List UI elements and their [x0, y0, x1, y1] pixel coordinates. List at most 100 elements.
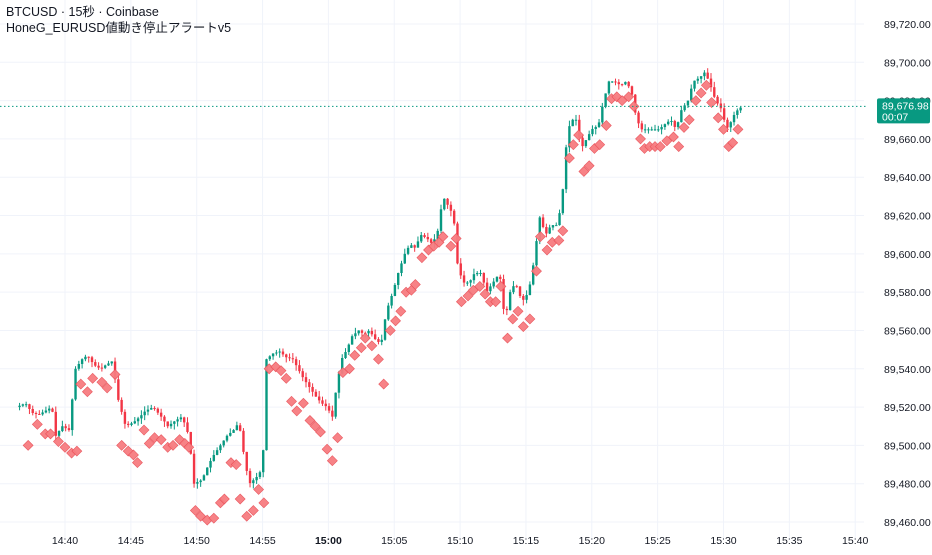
candle-body — [732, 114, 736, 123]
candle — [103, 364, 107, 370]
candle — [614, 78, 617, 86]
price-axis[interactable]: 89,720.0089,700.0089,680.0089,660.0089,6… — [884, 19, 931, 529]
candle-body — [311, 386, 314, 392]
alert-marker — [706, 97, 718, 108]
candle — [541, 214, 545, 229]
price-tick-label: 89,620.00 — [884, 211, 931, 223]
candle-body — [377, 339, 380, 342]
candle — [107, 360, 110, 366]
alert-marker — [578, 166, 590, 177]
candle — [143, 406, 146, 421]
candle-body — [423, 235, 426, 237]
price-tick-label: 89,700.00 — [884, 57, 931, 69]
candle — [354, 327, 357, 340]
candle — [90, 355, 94, 368]
candle-body — [393, 284, 397, 296]
candle-body — [680, 110, 683, 123]
candle — [657, 125, 660, 132]
candle-body — [716, 96, 719, 104]
candle-body — [456, 223, 459, 264]
alert-marker — [247, 505, 259, 516]
candle — [21, 403, 25, 408]
alert-marker — [309, 420, 321, 432]
candle-body — [555, 225, 558, 227]
alert-marker — [143, 438, 155, 449]
candle — [729, 121, 732, 133]
candle — [416, 236, 420, 248]
alert-marker — [31, 418, 43, 430]
candle — [476, 271, 479, 277]
alert-marker — [45, 428, 56, 440]
candle — [317, 390, 321, 404]
candle — [288, 353, 291, 362]
candles-layer — [18, 68, 742, 489]
time-axis[interactable]: 14:40 14:45 14:50 14:55 15:00 15:05 15:10 15:15… — [52, 535, 869, 547]
candle — [443, 198, 446, 211]
candle-body — [357, 330, 360, 334]
candle — [127, 421, 130, 428]
candle — [452, 209, 456, 226]
candle — [492, 278, 495, 289]
candle-body — [206, 467, 209, 476]
candle-body — [739, 107, 742, 111]
candle-body — [212, 454, 216, 461]
candle-body — [21, 404, 25, 406]
candle — [140, 410, 143, 424]
candle-body — [367, 330, 370, 334]
alert-marker — [462, 290, 474, 302]
candle-body — [686, 100, 690, 106]
candle-body — [643, 129, 647, 131]
alert-marker — [96, 376, 108, 388]
candle — [285, 353, 288, 363]
candle-body — [136, 418, 140, 422]
candle — [182, 416, 186, 427]
candle — [670, 116, 673, 126]
candle — [690, 84, 693, 103]
symbol-title[interactable]: BTCUSD · 15秒 · Coinbase — [6, 5, 159, 19]
candle-body — [713, 87, 716, 97]
candle — [87, 356, 90, 363]
time-tick-label: 15:40 — [842, 535, 868, 547]
candle-body — [518, 286, 522, 296]
candle-body — [24, 404, 28, 406]
candle-body — [123, 411, 127, 424]
candle — [505, 306, 509, 316]
candle-body — [51, 408, 54, 412]
candle — [311, 383, 314, 397]
candle — [377, 337, 380, 345]
candle-body — [416, 241, 420, 248]
candle-body — [199, 480, 202, 483]
candle-body — [182, 417, 186, 423]
candle-body — [354, 333, 357, 337]
candle — [156, 407, 160, 415]
candle-body — [61, 426, 64, 432]
alert-marker — [355, 342, 367, 354]
alert-marker — [183, 441, 195, 453]
candle — [265, 358, 268, 451]
candle-body — [107, 363, 110, 366]
alert-marker — [138, 424, 150, 436]
badge-background — [877, 98, 930, 124]
alert-marker — [359, 332, 371, 344]
grid-lines — [0, 0, 864, 540]
alert-marker — [535, 231, 546, 243]
time-tick-label: 15:30 — [710, 535, 736, 547]
candle-body — [726, 119, 729, 128]
candle — [150, 404, 153, 410]
candle — [308, 379, 311, 393]
alert-marker — [280, 372, 292, 384]
alert-marker — [507, 313, 519, 325]
candle — [423, 233, 426, 239]
candle — [232, 429, 235, 433]
candle — [469, 279, 472, 287]
candle — [199, 479, 202, 487]
candle-body — [512, 286, 515, 293]
alert-marker — [635, 133, 646, 145]
candle — [406, 245, 410, 256]
alert-marker — [654, 141, 666, 153]
indicator-title[interactable]: HoneG_EURUSD値動き停止アラートv5 — [6, 21, 232, 35]
price-tick-label: 89,460.00 — [884, 517, 931, 529]
candle-body — [166, 421, 169, 427]
alert-marker — [732, 123, 744, 135]
